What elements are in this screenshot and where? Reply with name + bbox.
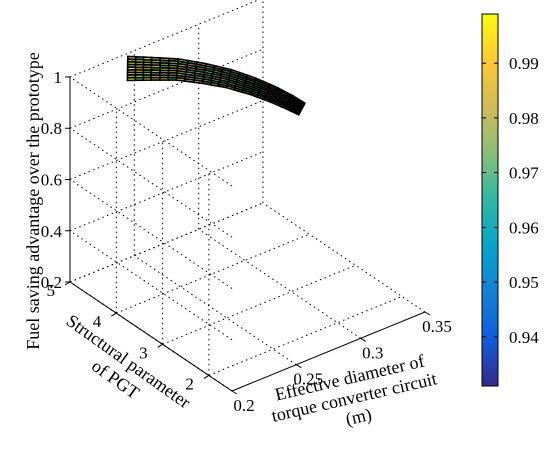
floor-grid-line <box>134 255 297 366</box>
colorbar-tick-label: 0.97 <box>509 164 539 183</box>
x-tick-mark <box>296 364 302 369</box>
x-axis-label-line-3: (m) <box>344 404 374 430</box>
wall-grid-line <box>69 100 264 180</box>
surface-facet <box>126 76 137 82</box>
colorbar-tick-label: 0.95 <box>509 273 539 292</box>
y-tick-mark <box>111 312 117 317</box>
x-axis-label: Effective diameter of torque converter c… <box>270 351 439 431</box>
floor-grid-line <box>116 233 310 314</box>
colorbar-tick-label: 0.94 <box>509 328 539 347</box>
surface-facet <box>192 79 204 85</box>
surface-facet <box>167 76 178 81</box>
y-tick-label: 2 <box>185 374 194 393</box>
floor-grid-line <box>162 264 356 345</box>
surface-facet <box>142 76 152 82</box>
z-axis-label: Fuel saving advantage over the prototype <box>23 52 43 349</box>
colorbar-tick-label: 0.96 <box>509 218 539 237</box>
z-tick-label: 0.8 <box>41 119 62 138</box>
z-tick-label: 1 <box>54 68 63 87</box>
surface-facet <box>201 80 212 86</box>
z-tick-label: 0.6 <box>41 171 62 190</box>
floor-grid-line <box>262 202 426 313</box>
x-tick-label: 0.3 <box>362 343 383 362</box>
colorbar: 0.94 0.95 0.96 0.97 0.98 0.99 <box>481 13 539 387</box>
wall-grid-line <box>69 151 264 232</box>
y-axis-label: Structural parameter of PGT <box>63 310 195 412</box>
surface-facet <box>209 81 221 88</box>
surface-facet <box>175 76 186 82</box>
surface-facet <box>293 110 301 116</box>
colorbar-tick-label: 0.99 <box>509 54 539 73</box>
x-axis-line <box>231 311 426 392</box>
surface-facet <box>217 83 228 89</box>
y-tick-label: 3 <box>139 343 148 362</box>
grid-lines <box>69 0 426 392</box>
colorbar-tick-label: 0.98 <box>509 109 539 128</box>
y-tick-label: 5 <box>47 281 56 300</box>
x-tick-mark <box>360 337 366 342</box>
surface-facet <box>183 77 195 84</box>
y-tick-label: 4 <box>93 312 102 331</box>
x-tick-mark <box>424 311 431 316</box>
surface-facet <box>158 76 170 81</box>
x-tick-label: 0.35 <box>422 317 452 336</box>
surface-facet <box>134 76 145 82</box>
y-tick-mark <box>157 343 163 348</box>
floor-grid-line <box>198 228 361 339</box>
colorbar-gradient <box>481 13 499 387</box>
y-tick-mark <box>203 374 210 379</box>
surface-facet <box>150 76 161 81</box>
x-tick-mark <box>231 390 238 395</box>
x-tick-label: 0.25 <box>293 370 323 389</box>
axes <box>64 76 431 395</box>
z-tick-label: 0.2 <box>41 273 62 292</box>
y-axis-line <box>69 281 233 392</box>
wall-grid-line <box>69 202 264 283</box>
surface-plot <box>126 55 306 116</box>
colorbar-ticks: 0.94 0.95 0.96 0.97 0.98 0.99 <box>482 54 539 347</box>
x-tick-label: 0.2 <box>233 396 254 415</box>
z-tick-label: 0.4 <box>41 222 63 241</box>
